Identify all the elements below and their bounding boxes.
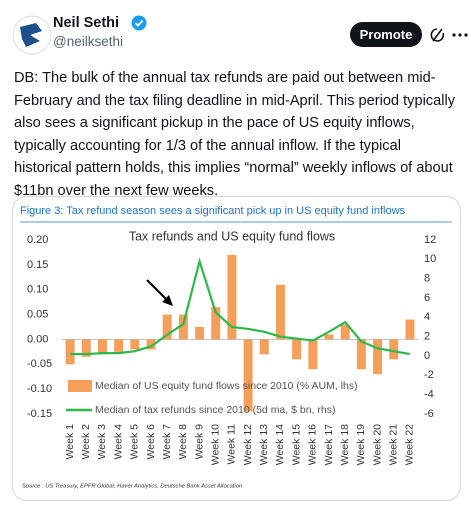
x-tick-label: Week 18 [339,424,351,465]
bar [211,307,221,340]
bar [227,254,237,340]
y-tick-label: 0.00 [27,333,48,345]
user-name[interactable]: Neil Sethi [53,15,120,31]
y-tick-label: 0.20 [27,234,48,246]
bar [275,284,285,340]
tweet-text: DB: The bulk of the annual tax refunds a… [14,70,456,199]
x-tick-label: Week 8 [177,424,189,460]
y2-tick-label: 6 [424,292,430,304]
bar [243,339,253,412]
bar [178,314,188,340]
legend-label: Median of US equity fund flows since 201… [95,380,358,392]
bar [324,334,334,340]
user-handle[interactable]: @neilksethi [53,34,123,49]
bar [130,339,140,350]
card-border [12,196,461,501]
x-tick-label: Week 22 [404,424,416,465]
figure-title: Figure 3: Tax refund season sees a signi… [20,205,406,217]
bar [65,339,75,365]
bar [356,339,366,370]
x-tick-label: Week 1 [64,424,76,460]
y2-tick-label: 10 [424,253,436,265]
x-tick-label: Week 7 [161,424,173,460]
y-tick-label: -0.15 [27,408,52,420]
bar [340,324,350,340]
bar [405,319,415,340]
x-tick-label: Week 15 [290,424,302,465]
bar [97,339,107,355]
arrow-head [162,295,173,306]
bar [114,339,124,352]
y2-tick-label: 12 [424,234,436,246]
x-tick-label: Week 21 [388,424,400,465]
y2-tick-label: 0 [424,350,430,362]
legend-label: Median of tax refunds since 2010 (5d ma,… [95,404,335,416]
bar [259,339,269,355]
promote-button[interactable]: Promote [350,22,422,47]
x-tick-label: Week 10 [210,424,222,465]
y2-tick-label: -4 [424,389,434,401]
x-tick-label: Week 4 [112,424,124,460]
y2-tick-label: 2 [424,331,430,343]
x-tick-label: Week 14 [274,424,286,465]
bar [373,339,383,375]
chart-title: Tax refunds and US equity fund flows [129,229,335,243]
x-tick-label: Week 17 [323,424,335,465]
x-tick-label: Week 11 [226,424,238,465]
legend-swatch [68,380,92,392]
x-tick-label: Week 12 [242,424,254,465]
x-tick-label: Week 9 [193,424,205,460]
y2-tick-label: 8 [424,273,430,285]
x-tick-label: Week 13 [258,424,270,465]
bar [195,327,205,340]
x-tick-label: Week 16 [307,424,319,465]
y-tick-label: -0.10 [27,383,52,395]
y2-tick-label: 4 [424,311,430,323]
more-menu[interactable] [452,31,468,39]
source: Source : US Treasury, EPFR Global, Haver… [22,484,242,490]
y-tick-label: 0.10 [27,284,48,296]
x-tick-label: Week 20 [371,424,383,465]
y-tick-label: -0.05 [27,358,52,370]
y2-tick-label: -6 [424,408,434,420]
plot: 0.20 0.15 0.10 0.05 0.00 -0.05 -0.10 -0.15 12 10 8… [27,234,436,465]
x-tick-label: Week 3 [96,424,108,460]
x-tick-label: Week 2 [80,424,92,460]
x-tick-label: Week 19 [355,424,367,465]
x-tick-label: Week 5 [129,424,141,460]
arrow [146,279,169,302]
bar [81,339,91,357]
tweet-header: Neil Sethi @neilksethi Promote [0,0,471,60]
y-tick-label: 0.15 [27,259,48,271]
grok-icon[interactable] [428,25,448,45]
bar [389,339,399,360]
bar [308,339,318,370]
verified-badge [131,15,147,31]
x-tick-label: Week 6 [145,424,157,460]
avatar[interactable] [12,15,52,55]
bar [146,339,156,350]
y-tick-label: 0.05 [27,308,48,320]
y2-tick-label: -2 [424,369,434,381]
bar [162,314,172,340]
bar [292,339,302,360]
line [70,257,411,356]
